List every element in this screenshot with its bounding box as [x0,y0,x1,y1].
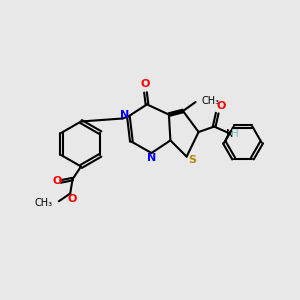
Text: N: N [226,129,234,139]
Text: O: O [67,194,76,204]
Text: O: O [141,80,150,89]
Text: CH₃: CH₃ [202,95,220,106]
Text: S: S [189,155,196,165]
Text: CH₃: CH₃ [34,198,52,208]
Text: N: N [148,153,157,163]
Text: O: O [52,176,62,186]
Text: H: H [231,129,239,139]
Text: N: N [120,110,129,120]
Text: O: O [217,101,226,111]
